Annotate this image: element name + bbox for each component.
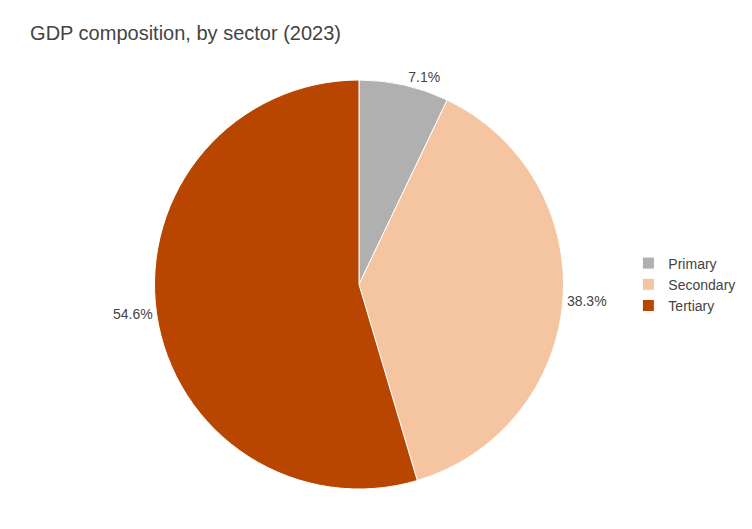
svg-text:GDP composition, by sector (20: GDP composition, by sector (2023) bbox=[30, 22, 341, 44]
svg-text:Primary: Primary bbox=[668, 256, 716, 272]
svg-text:Tertiary: Tertiary bbox=[668, 298, 714, 314]
svg-text:7.1%: 7.1% bbox=[408, 69, 440, 85]
svg-text:54.6%: 54.6% bbox=[113, 306, 153, 322]
svg-text:38.3%: 38.3% bbox=[567, 293, 607, 309]
svg-text:Secondary: Secondary bbox=[668, 277, 735, 293]
